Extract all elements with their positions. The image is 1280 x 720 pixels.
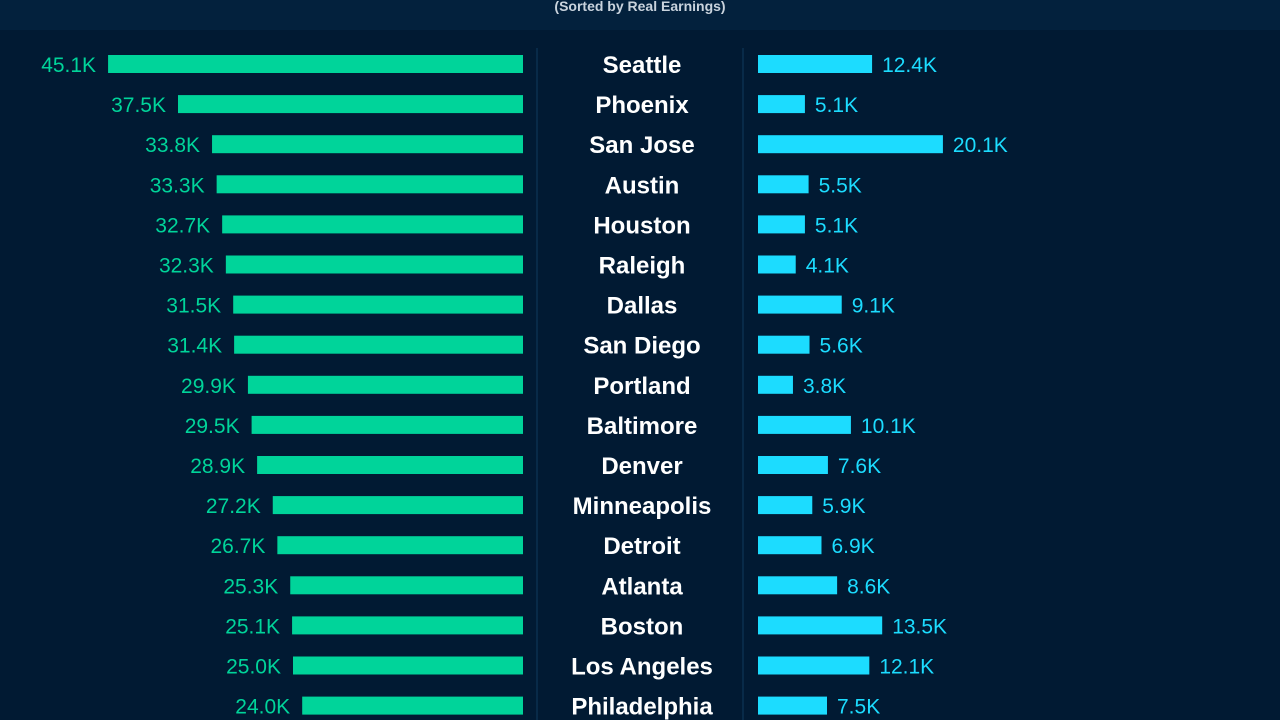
right-value-label-2: 20.1K [953,134,1008,157]
left-bar-10 [257,456,523,474]
right-value-label-10: 7.6K [838,455,881,478]
city-label-0: Seattle [603,52,682,79]
right-value-label-6: 9.1K [852,295,895,318]
left-value-label-14: 25.1K [225,615,280,638]
city-label-9: Baltimore [587,413,698,440]
right-value-label-7: 5.6K [820,335,863,358]
city-label-6: Dallas [607,293,678,320]
city-label-1: Phoenix [595,92,689,119]
city-label-15: Los Angeles [571,654,713,681]
right-bar-6 [758,295,842,314]
right-bar-5 [758,255,796,274]
right-value-label-0: 12.4K [882,54,937,77]
city-label-4: Houston [593,212,690,239]
right-value-label-8: 3.8K [803,375,846,398]
right-bar-0 [758,55,873,73]
left-value-label-7: 31.4K [167,335,222,358]
left-bar-16 [302,696,523,715]
left-value-label-6: 31.5K [166,295,221,318]
right-value-label-13: 8.6K [847,575,890,598]
right-bar-15 [758,656,870,675]
city-label-13: Atlanta [601,573,683,600]
left-value-label-2: 33.8K [145,134,200,157]
right-value-label-11: 5.9K [822,495,865,518]
left-value-label-1: 37.5K [111,94,166,117]
left-value-label-11: 27.2K [206,495,261,518]
left-value-label-9: 29.5K [185,415,240,438]
left-value-label-5: 32.3K [159,255,214,278]
right-bar-12 [758,536,822,555]
right-bar-7 [758,335,810,354]
city-label-16: Philadelphia [571,694,713,720]
left-bar-14 [292,616,523,635]
right-bar-13 [758,576,838,595]
city-label-11: Minneapolis [573,493,712,520]
left-bar-2 [212,135,524,154]
left-bar-7 [234,335,523,354]
right-bar-11 [758,496,813,515]
right-value-label-12: 6.9K [831,535,874,558]
left-bar-11 [272,496,523,515]
city-label-12: Detroit [603,533,680,560]
right-value-label-14: 13.5K [892,615,947,638]
right-bar-14 [758,616,883,635]
city-label-8: Portland [593,373,690,400]
left-bar-5 [225,255,523,274]
left-value-label-10: 28.9K [190,455,245,478]
left-bar-4 [222,215,523,234]
left-value-label-8: 29.9K [181,375,236,398]
right-bar-1 [758,95,805,114]
city-label-3: Austin [605,172,680,199]
right-value-label-3: 5.5K [819,174,862,197]
right-bar-9 [758,415,851,434]
right-value-label-15: 12.1K [879,656,934,679]
left-value-label-13: 25.3K [223,575,278,598]
left-bar-9 [251,415,523,434]
left-value-label-16: 24.0K [235,696,290,719]
city-label-5: Raleigh [599,253,686,280]
left-bar-13 [290,576,523,595]
left-bar-6 [233,295,523,314]
right-value-label-1: 5.1K [815,94,858,117]
city-label-14: Boston [601,613,684,640]
right-bar-2 [758,135,943,154]
left-bar-1 [178,95,523,114]
header-band: (Sorted by Real Earnings) [0,0,1280,30]
left-bar-12 [277,536,523,555]
left-bar-15 [293,656,523,675]
left-bar-8 [247,375,524,394]
right-bar-16 [758,696,827,715]
left-bar-0 [108,55,523,73]
right-bar-4 [758,215,805,234]
city-label-7: San Diego [583,333,700,360]
right-value-label-16: 7.5K [837,696,880,719]
left-bar-3 [216,175,523,194]
right-value-label-9: 10.1K [861,415,916,438]
right-bar-10 [758,456,828,474]
city-label-2: San Jose [589,132,694,159]
left-value-label-4: 32.7K [155,214,210,237]
chart-subtitle: (Sorted by Real Earnings) [554,0,726,14]
left-value-label-15: 25.0K [226,656,281,679]
left-value-label-3: 33.3K [150,174,205,197]
left-value-label-0: 45.1K [41,54,96,77]
left-value-label-12: 26.7K [210,535,265,558]
right-value-label-5: 4.1K [806,255,849,278]
right-value-label-4: 5.1K [815,214,858,237]
right-bar-8 [758,375,793,394]
right-bar-3 [758,175,809,194]
city-label-10: Denver [601,453,682,480]
